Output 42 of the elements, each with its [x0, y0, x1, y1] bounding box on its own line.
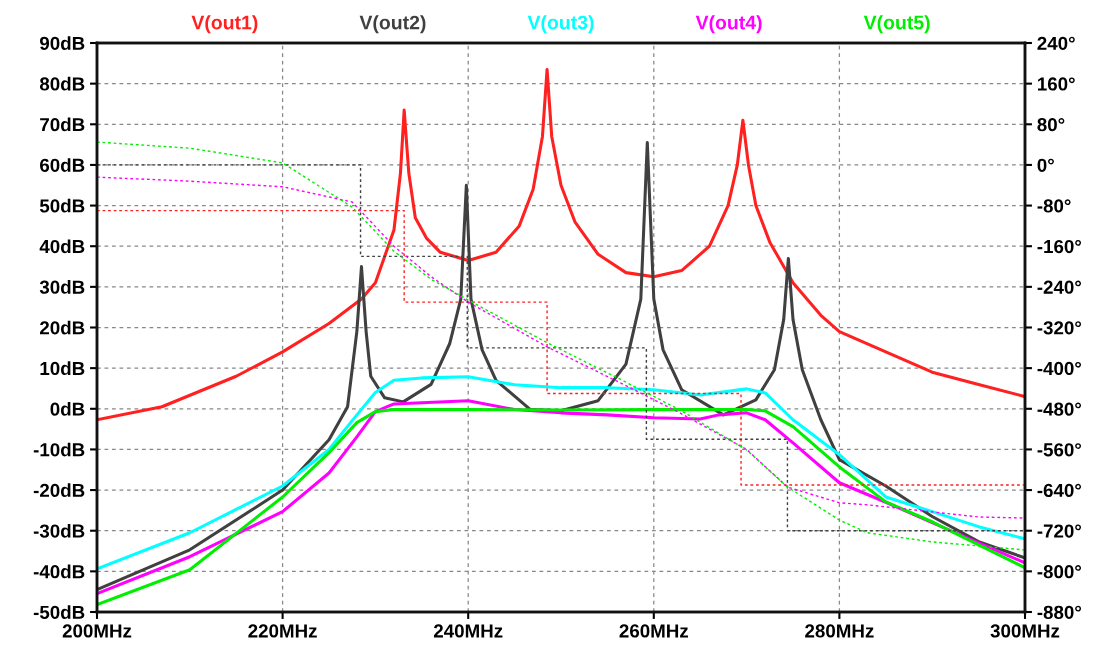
y2-tick-label: -720° [1037, 524, 1082, 538]
x-tick-label: 300MHz [990, 624, 1060, 638]
y2-tick-label: 0° [1037, 158, 1054, 172]
y-tick-label: -30dB [33, 523, 85, 538]
y-tick-label: -20dB [33, 483, 85, 498]
x-tick-label: 220MHz [248, 624, 317, 638]
y-tick-label: -10dB [33, 442, 85, 457]
text: V(out2) [359, 15, 426, 34]
y2-tick-label: 240° [1037, 36, 1075, 50]
y-tick-label: 80dB [39, 76, 85, 91]
y-tick-label: 40dB [39, 239, 85, 254]
x-tick-label: 200MHz [62, 624, 132, 638]
x-tick-label: 260MHz [619, 624, 689, 638]
text: V(out1) [191, 15, 258, 34]
y-tick-label: 50dB [39, 198, 85, 213]
y2-tick-label: -320° [1037, 321, 1082, 335]
y2-tick-label: -640° [1037, 483, 1082, 498]
y-tick-label: 10dB [40, 361, 85, 376]
y2-tick-label: -400° [1037, 361, 1082, 376]
y-tick-label: -40dB [33, 564, 85, 579]
y2-tick-label: -480° [1037, 402, 1082, 416]
x-tick-label: 280MHz [805, 624, 874, 638]
y2-tick-label: -880° [1037, 605, 1082, 619]
y2-tick-label: 160° [1037, 77, 1075, 91]
y-tick-label: -50dB [33, 605, 85, 619]
y2-tick-label: -80° [1037, 199, 1071, 213]
y-tick-label: 20dB [40, 320, 85, 335]
y2-tick-label: -560° [1037, 443, 1082, 457]
y2-tick-label: 80° [1037, 117, 1065, 132]
line-series [97, 375, 1025, 571]
y2-tick-label: -240° [1037, 280, 1082, 294]
y-tick-label: 60dB [40, 158, 85, 172]
y2-tick-label: -160° [1037, 239, 1082, 254]
y-tick-label: 90dB [40, 36, 85, 50]
y-tick-label: 70dB [40, 117, 85, 132]
y-tick-label: 30dB [39, 280, 85, 294]
y-tick-label: 0dB [50, 401, 85, 416]
text: V(out5) [863, 15, 930, 34]
x-tick-label: 240MHz [433, 624, 503, 638]
text: V(out3) [527, 15, 594, 34]
text: V(out4) [695, 15, 762, 34]
y2-tick-label: -800° [1037, 565, 1082, 579]
